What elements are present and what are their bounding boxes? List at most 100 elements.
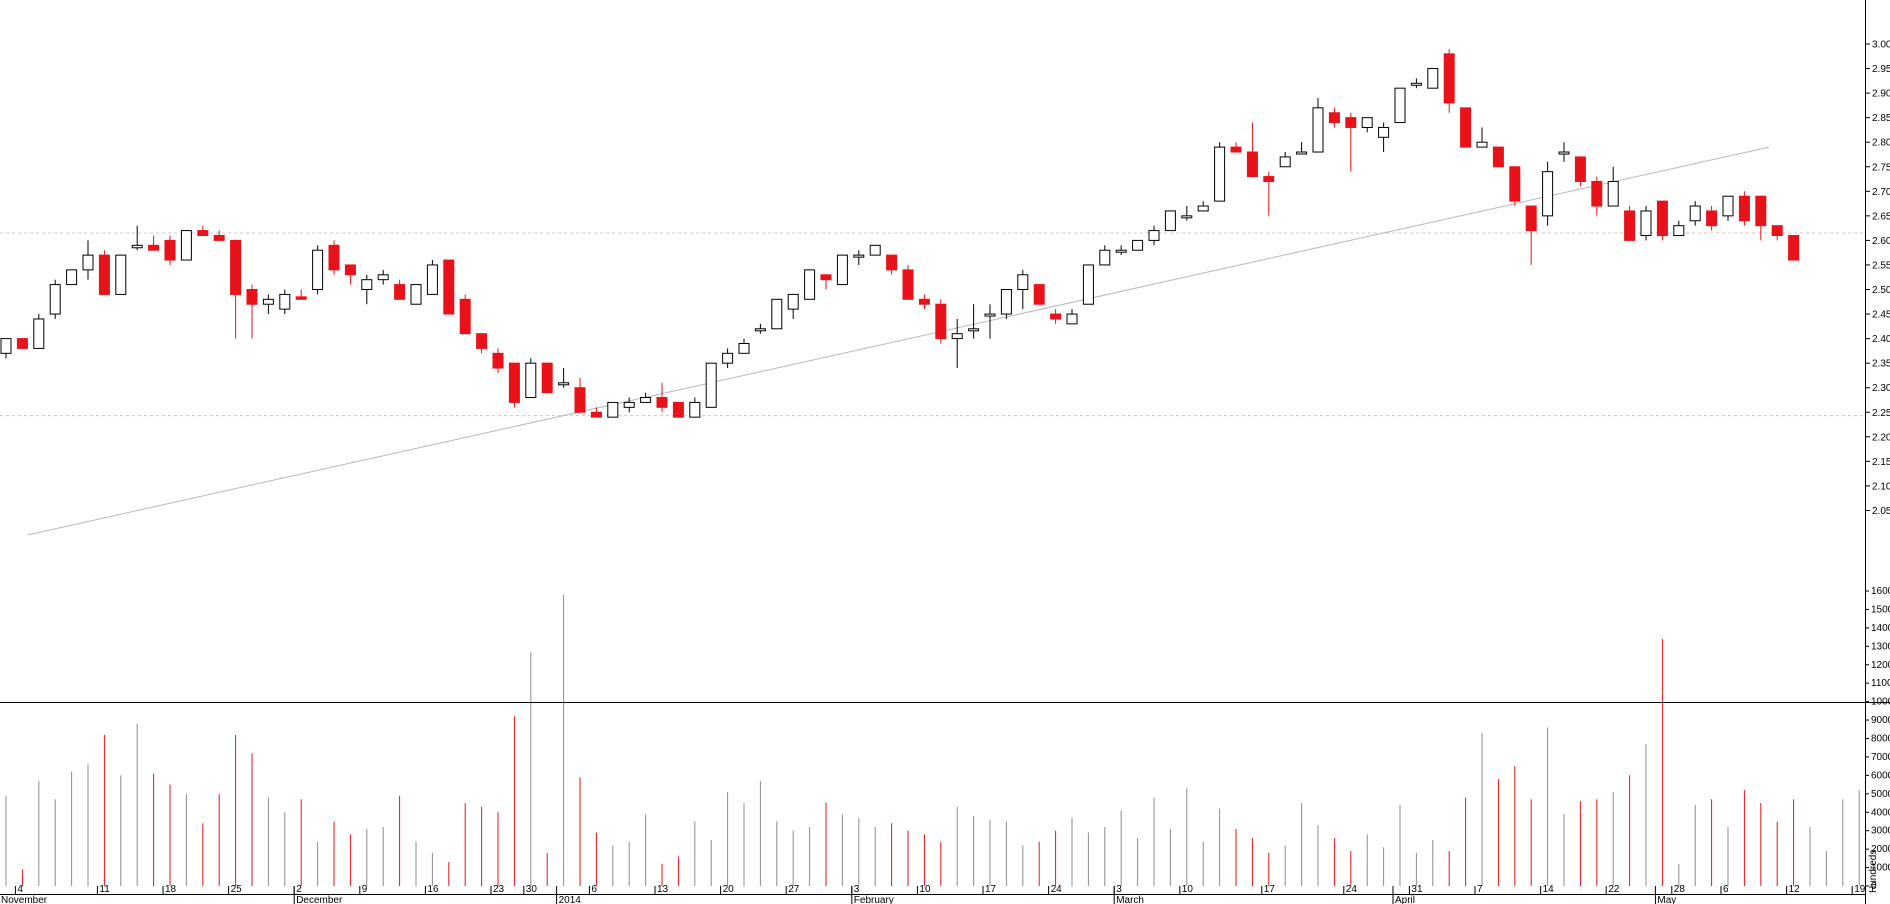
candle <box>1509 166 1521 207</box>
candle <box>1148 225 1160 246</box>
candle-body <box>66 269 78 286</box>
price-tick-label: 2.50 <box>1872 285 1890 296</box>
candle <box>476 333 488 354</box>
volume-panel <box>5 594 1860 886</box>
candle-body <box>1542 171 1554 217</box>
candle-body <box>164 239 176 261</box>
candle-body <box>541 362 553 394</box>
candle-body <box>574 387 586 413</box>
candle <box>361 274 373 305</box>
candle <box>49 279 61 319</box>
candle <box>1115 245 1127 256</box>
candle-body <box>853 254 865 258</box>
candle <box>1427 68 1439 89</box>
candle-body <box>279 293 291 310</box>
date-tick-label: 11 <box>99 884 110 895</box>
candle-body <box>394 284 406 300</box>
candle-body <box>246 289 258 305</box>
candle-body <box>98 254 110 295</box>
candle <box>1296 142 1308 155</box>
candle <box>1394 87 1406 124</box>
candle-body <box>886 254 898 271</box>
candle-body <box>230 239 242 295</box>
candle <box>1771 225 1783 241</box>
candle-body <box>33 318 45 349</box>
candle-body <box>1607 180 1619 207</box>
candle-body <box>1443 53 1455 104</box>
price-tick-label: 2.60 <box>1872 236 1890 247</box>
candle-body <box>804 269 816 300</box>
candle-body <box>1000 289 1012 315</box>
candle-body <box>115 254 127 295</box>
candle-body <box>1099 249 1111 266</box>
candle-body <box>836 254 848 286</box>
candle <box>82 240 94 280</box>
candle <box>935 299 947 344</box>
candle <box>1755 195 1767 241</box>
candle-body <box>525 362 537 399</box>
candle <box>16 338 28 349</box>
candle <box>951 318 963 369</box>
price-tick-label: 2.40 <box>1872 334 1890 345</box>
candle <box>672 401 684 418</box>
candle-body <box>1525 205 1537 232</box>
candle-body <box>295 296 307 300</box>
candle-body <box>197 230 209 236</box>
candle <box>1410 78 1422 89</box>
candle <box>1050 309 1062 324</box>
candle <box>525 358 537 399</box>
candle <box>115 254 127 295</box>
candle-body <box>148 244 160 251</box>
candle <box>607 401 619 418</box>
month-label: 2014 <box>559 895 582 904</box>
candle <box>1607 166 1619 207</box>
candle <box>804 269 816 300</box>
candle-body <box>1378 126 1390 138</box>
candle <box>1460 107 1472 148</box>
candle <box>197 225 209 236</box>
price-tick-label: 2.30 <box>1872 383 1890 394</box>
candle-body <box>935 303 947 340</box>
date-tick-label: 4 <box>17 884 23 895</box>
date-tick-label: 27 <box>788 884 800 895</box>
candle <box>1492 146 1504 168</box>
candle <box>410 284 422 305</box>
date-tick-label: 2 <box>296 884 302 895</box>
candle <box>902 264 914 300</box>
dotted-levels <box>0 232 1865 417</box>
candle-body <box>476 333 488 349</box>
candle-body <box>1197 205 1209 212</box>
month-label: November <box>1 895 48 904</box>
volume-bars <box>5 594 1860 886</box>
candle-body <box>262 298 274 305</box>
candle-body <box>1460 107 1472 148</box>
date-tick-label: 17 <box>985 884 997 895</box>
candle-body <box>1181 215 1193 219</box>
date-tick-label: 24 <box>1051 884 1063 895</box>
candle-body <box>1361 117 1373 128</box>
candle <box>1476 127 1488 148</box>
candle <box>1738 191 1750 226</box>
candle <box>377 269 389 285</box>
candle <box>1197 201 1209 212</box>
candle <box>344 264 356 285</box>
price-panel <box>0 48 1865 536</box>
candle <box>1328 107 1340 128</box>
candle <box>984 304 996 339</box>
candle-body <box>918 298 930 305</box>
candle-body <box>1509 166 1521 202</box>
candle <box>738 338 750 354</box>
candle <box>1246 122 1258 178</box>
price-tick-label: 2.25 <box>1872 408 1890 419</box>
candle-body <box>820 274 832 281</box>
date-ticks: 4 11 18 25 2 9 16 23 30 6 13 20 27 3 10 17 24 3 10 17 24 31 7 1… <box>1 884 1866 904</box>
candle-body <box>344 264 356 276</box>
date-tick-label: 31 <box>1411 884 1423 895</box>
month-label: March <box>1116 895 1144 904</box>
candle <box>1214 142 1226 202</box>
candle-body <box>623 401 635 408</box>
candle-body <box>16 338 28 349</box>
candle <box>1312 98 1324 153</box>
